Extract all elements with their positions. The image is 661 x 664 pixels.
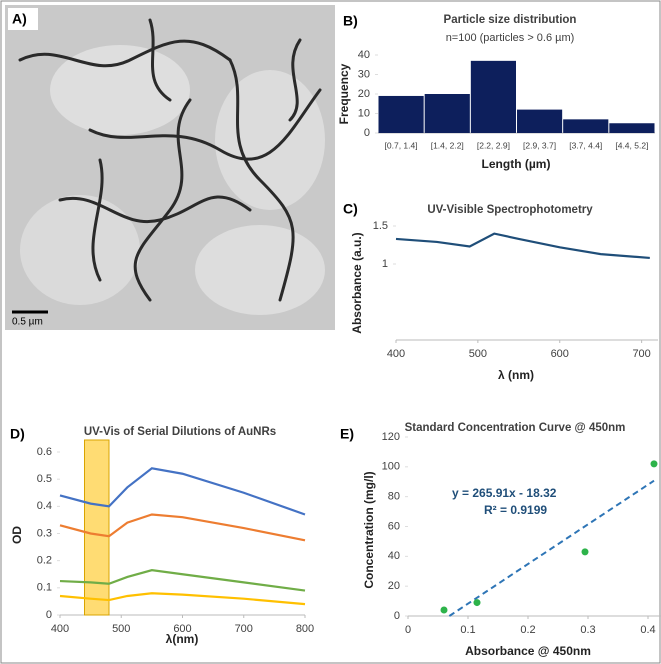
y-tick-label: 30 <box>358 68 370 80</box>
line-series <box>59 467 306 516</box>
y-tick-label: 0.1 <box>37 582 52 594</box>
x-tick-label: 500 <box>469 348 487 360</box>
x-tick-label: 0.4 <box>640 624 655 636</box>
line-series <box>395 232 650 260</box>
y-tick-label: 0.2 <box>37 555 52 567</box>
y-tick-label: 0 <box>46 609 52 621</box>
x-axis-label: λ (nm) <box>498 368 534 382</box>
x-tick-label: 400 <box>387 348 405 360</box>
bar <box>470 60 516 133</box>
image-feature <box>50 45 190 135</box>
tem-image: A) 0.5 µm <box>5 5 335 330</box>
y-tick-label: 0.6 <box>37 446 52 458</box>
panel-label: D) <box>10 426 25 442</box>
x-tick-label: 700 <box>632 348 650 360</box>
y-tick-label: 60 <box>388 520 400 532</box>
panel-label: B) <box>343 13 358 29</box>
x-tick-label: 600 <box>551 348 569 360</box>
scatter-point <box>650 460 658 468</box>
x-tick-label: 400 <box>51 623 69 635</box>
x-tick-label: [2.2, 2.9] <box>477 140 510 150</box>
x-tick-label: 0.3 <box>580 624 595 636</box>
y-tick-label: 1.5 <box>373 220 388 232</box>
trendline <box>448 479 655 617</box>
line-series <box>59 569 306 592</box>
y-tick-label: 120 <box>382 431 400 443</box>
label-box <box>8 8 38 30</box>
x-tick-label: 500 <box>112 623 130 635</box>
y-axis-label: Absorbance (a.u.) <box>350 232 364 333</box>
x-tick-label: 600 <box>173 623 191 635</box>
y-tick-label: 0 <box>394 610 400 622</box>
scatter-point <box>473 599 481 607</box>
x-tick-label: 800 <box>296 623 314 635</box>
line-series <box>59 592 306 606</box>
chart-title: UV-Vis of Serial Dilutions of AuNRs <box>84 426 276 438</box>
chart-title: Particle size distribution <box>444 14 577 26</box>
scatter-point <box>440 606 448 614</box>
nanowires <box>18 18 322 302</box>
panel-label: E) <box>340 426 354 442</box>
y-tick-label: 40 <box>358 49 370 61</box>
annotation: R² = 0.9199 <box>484 503 547 517</box>
bar <box>424 94 470 133</box>
chart-subtitle: n=100 (particles > 0.6 µm) <box>446 32 575 44</box>
panel-label: A) <box>12 11 27 27</box>
x-axis-label: Length (µm) <box>482 157 551 171</box>
chart-title: UV-Visible Spectrophotometry <box>427 204 593 216</box>
x-tick-label: 0 <box>405 624 411 636</box>
image-feature <box>20 195 140 305</box>
y-axis-label: Frequency <box>337 63 351 124</box>
x-tick-label: 0.2 <box>520 624 535 636</box>
annotation: y = 265.91x - 18.32 <box>452 486 557 500</box>
image-feature <box>195 225 325 315</box>
x-tick-label: 0.1 <box>460 624 475 636</box>
y-tick-label: 10 <box>358 107 370 119</box>
x-tick-label: [0.7, 1.4] <box>385 140 418 150</box>
x-tick-label: [4.4, 5.2] <box>615 140 648 150</box>
y-tick-label: 80 <box>388 491 400 503</box>
y-axis-label: Concentration (mg/l) <box>362 471 376 588</box>
y-tick-label: 0.3 <box>37 527 52 539</box>
y-tick-label: 0 <box>364 127 370 139</box>
y-tick-label: 20 <box>388 580 400 592</box>
x-axis-label: Absorbance @ 450nm <box>465 644 591 658</box>
highlight-region <box>84 439 110 616</box>
y-tick-label: 0.4 <box>37 500 52 512</box>
y-tick-label: 1 <box>382 258 388 270</box>
bar <box>378 95 424 133</box>
bar <box>609 123 655 133</box>
y-tick-label: 100 <box>382 461 400 473</box>
line-series <box>59 513 306 542</box>
scale-bar-label: 0.5 µm <box>12 317 43 328</box>
y-tick-label: 40 <box>388 550 400 562</box>
bar <box>563 119 609 133</box>
y-tick-label: 0.5 <box>37 473 52 485</box>
x-tick-label: [3.7, 4.4] <box>569 140 602 150</box>
x-axis-label: λ(nm) <box>166 632 199 646</box>
y-axis-label: OD <box>10 526 24 544</box>
x-tick-label: [1.4, 2.2] <box>431 140 464 150</box>
panel-label: C) <box>343 201 358 217</box>
bar <box>517 109 563 133</box>
chart-title: Standard Concentration Curve @ 450nm <box>405 422 626 434</box>
x-tick-label: 700 <box>235 623 253 635</box>
x-tick-label: [2.9, 3.7] <box>523 140 556 150</box>
scatter-point <box>581 548 589 556</box>
y-tick-label: 20 <box>358 88 370 100</box>
